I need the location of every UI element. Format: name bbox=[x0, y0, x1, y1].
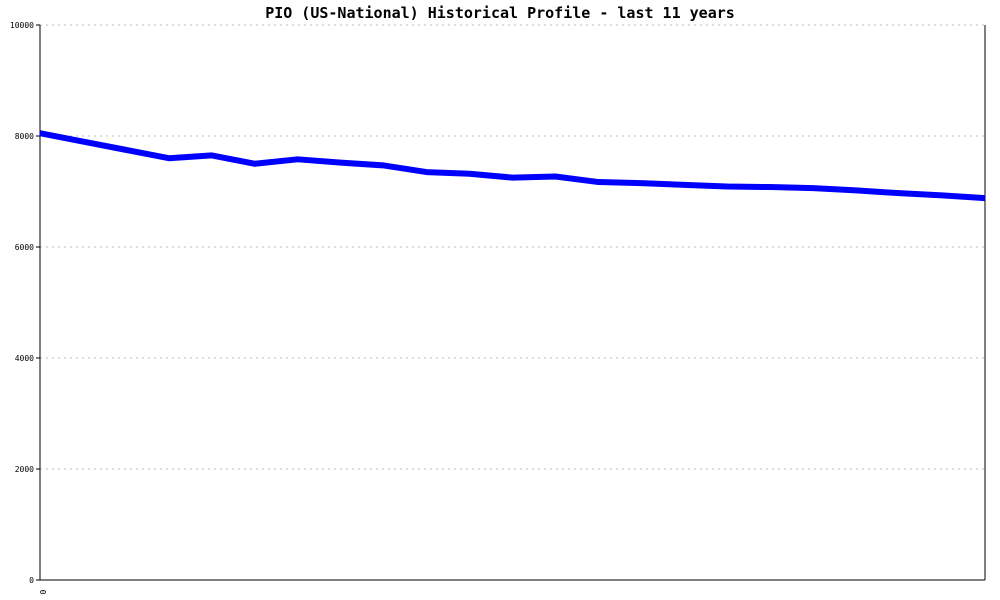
series-layer bbox=[39, 130, 986, 202]
y-tick-label: 0 bbox=[29, 576, 34, 585]
y-tick-label: 4000 bbox=[15, 354, 34, 363]
y-tick-label: 10000 bbox=[10, 21, 34, 30]
axes bbox=[36, 24, 986, 581]
chart-title: PIO (US-National) Historical Profile - l… bbox=[265, 4, 735, 22]
y-tick-label: 8000 bbox=[15, 132, 34, 141]
y-tick-labels: 0 2000 4000 6000 8000 10000 bbox=[10, 21, 34, 585]
y-tick-label: 6000 bbox=[15, 243, 34, 252]
y-tick-label: 2000 bbox=[15, 465, 34, 474]
x-tick-labels: 0 bbox=[38, 590, 47, 595]
x-tick-label: 0 bbox=[38, 590, 47, 595]
series-line bbox=[39, 130, 986, 202]
grid-lines bbox=[40, 24, 985, 470]
